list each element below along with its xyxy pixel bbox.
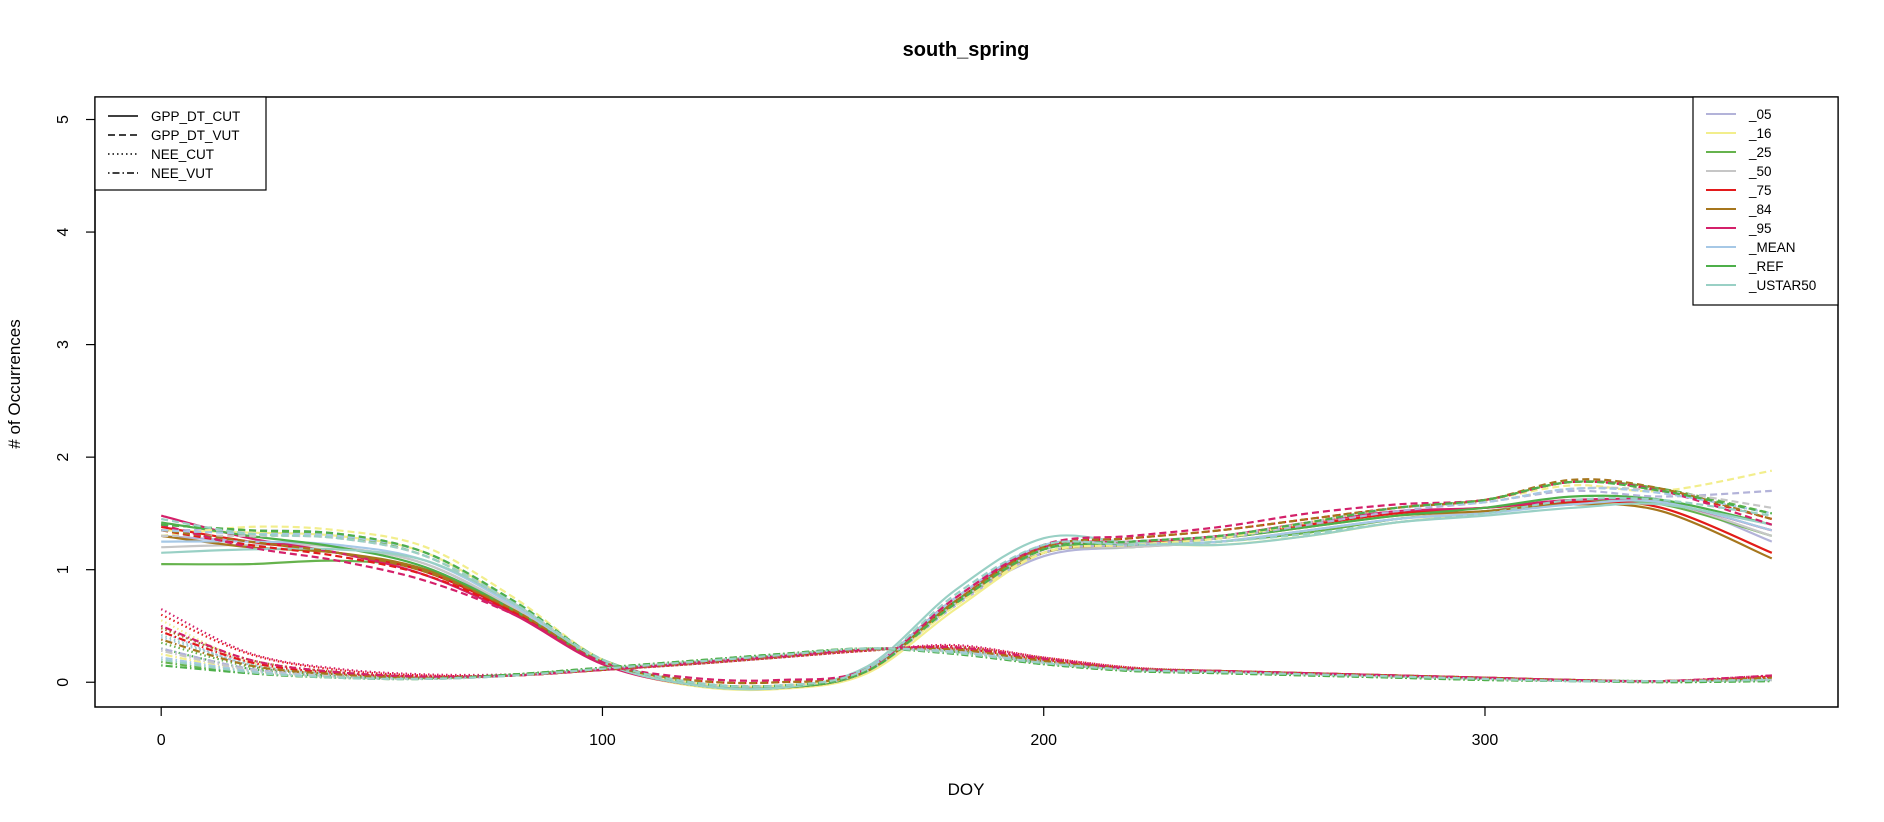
legend-color-label: _MEAN [1748, 240, 1796, 255]
series-line [160, 633, 1772, 683]
series-line [161, 503, 1773, 691]
series-line [160, 608, 1772, 683]
series-lines [160, 469, 1773, 692]
series-line [161, 502, 1773, 691]
series-line [160, 630, 1772, 683]
legend-color-label: _95 [1748, 221, 1772, 236]
series-line [161, 469, 1772, 688]
x-tick-label: 200 [1030, 732, 1057, 749]
y-axis-label: # of Occurrences [5, 319, 24, 448]
series-line [160, 480, 1773, 682]
series-line [160, 613, 1772, 683]
series-line [161, 647, 1772, 683]
color-legend: _05 _16 _25 _50 _75 _84 _95 _MEAN _REF _USTAR50 [1692, 96, 1839, 306]
legend-color-label: _50 [1748, 164, 1772, 179]
legend-linetype-label: GPP_DT_VUT [151, 128, 240, 143]
legend-linetype-label: GPP_DT_CUT [151, 109, 240, 124]
y-tick-label: 4 [55, 228, 72, 237]
series-line [160, 636, 1772, 683]
y-axis: 0 1 2 3 4 5 [55, 115, 96, 687]
legend-color-label: _84 [1748, 202, 1772, 217]
legend-color-label: _25 [1748, 145, 1772, 160]
legend-linetype-label: NEE_CUT [151, 147, 214, 162]
legend-color-label: _REF [1748, 259, 1784, 274]
series-line [160, 624, 1772, 683]
x-tick-label: 0 [157, 732, 166, 749]
y-tick-label: 5 [55, 115, 72, 124]
linetype-legend: GPP_DT_CUT GPP_DT_VUT NEE_CUT NEE_VUT [94, 96, 267, 191]
y-tick-label: 0 [55, 678, 72, 687]
x-tick-label: 100 [589, 732, 616, 749]
x-axis: 0 100 200 300 [157, 706, 1499, 749]
legend-color-label: _USTAR50 [1748, 278, 1816, 293]
chart-title: south_spring [903, 39, 1030, 61]
y-tick-label: 1 [55, 565, 72, 574]
x-tick-label: 300 [1472, 732, 1499, 749]
legend-linetype-label: NEE_VUT [151, 166, 213, 181]
color-legend-box [1692, 96, 1839, 306]
legend-color-label: _16 [1748, 126, 1772, 141]
legend-color-label: _75 [1748, 183, 1772, 198]
plot-frame [94, 96, 1839, 708]
x-axis-label: DOY [948, 780, 985, 799]
series-line [161, 478, 1773, 685]
y-tick-label: 2 [55, 453, 72, 462]
series-line [160, 630, 1772, 683]
series-line [161, 480, 1773, 688]
series-line [161, 497, 1772, 688]
y-tick-label: 3 [55, 340, 72, 349]
legend-color-label: _05 [1748, 107, 1772, 122]
linetype-legend-box [94, 96, 267, 191]
